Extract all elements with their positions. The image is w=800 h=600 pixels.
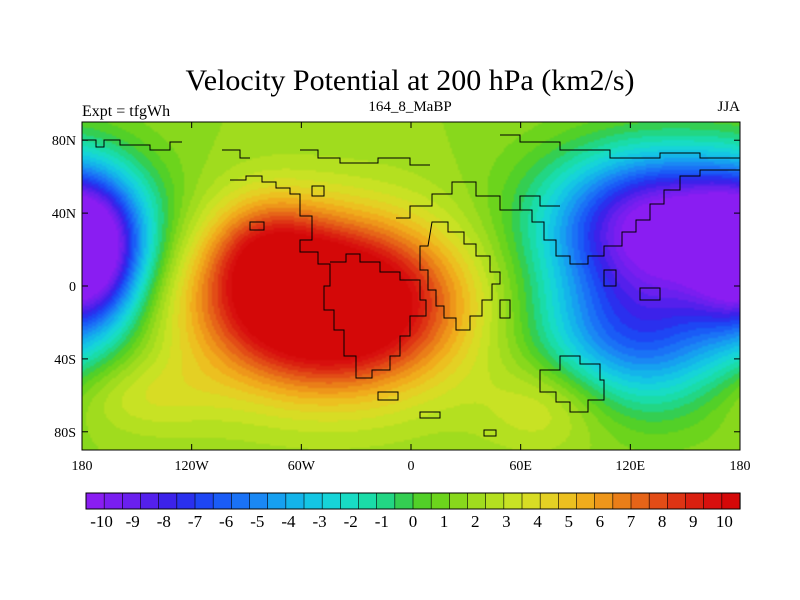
- colorbar-swatch: [85, 492, 105, 510]
- colorbar-label: 5: [564, 512, 573, 531]
- colorbar-label: -3: [312, 512, 326, 531]
- colorbar-label: 6: [596, 512, 605, 531]
- y-tick-label: 0: [69, 280, 76, 295]
- y-axis-ticks: 80N 40N 0 40S 80S: [52, 134, 740, 441]
- colorbar-swatch: [267, 492, 287, 510]
- colorbar-swatch: [467, 492, 487, 510]
- colorbar-swatch: [249, 492, 269, 510]
- colorbar-label: 3: [502, 512, 511, 531]
- y-tick-label: 40S: [54, 353, 76, 368]
- colorbar-label: 7: [627, 512, 636, 531]
- colorbar-swatch: [612, 492, 632, 510]
- colorbar-swatch: [521, 492, 541, 510]
- colorbar-label: -7: [188, 512, 203, 531]
- x-tick-label: 60E: [509, 459, 532, 474]
- y-tick-label: 80S: [54, 426, 76, 441]
- colorbar-swatch: [685, 492, 705, 510]
- colorbar-label: 1: [440, 512, 449, 531]
- colorbar-swatch: [122, 492, 142, 510]
- colorbar-swatch: [303, 492, 323, 510]
- colorbar-swatch: [667, 492, 687, 510]
- colorbar-label: 4: [533, 512, 542, 531]
- colorbar-label: -4: [281, 512, 296, 531]
- colorbar: -10 -9 -8 -7 -6 -5 -4 -3 -2 -1 0 1 2 3 4 5 6 7 8 9 10: [85, 492, 741, 531]
- coastlines: [82, 134, 740, 437]
- colorbar-swatch: [394, 492, 414, 510]
- colorbar-label: -10: [90, 512, 113, 531]
- colorbar-swatch: [340, 492, 360, 510]
- case-label: 164_8_MaBP: [368, 99, 451, 115]
- colorbar-swatch: [630, 492, 650, 510]
- colorbar-swatch: [231, 492, 251, 510]
- colorbar-swatch: [321, 492, 341, 510]
- colorbar-swatch: [485, 492, 505, 510]
- colorbar-label: -2: [344, 512, 358, 531]
- colorbar-swatch: [576, 492, 596, 510]
- colorbar-swatch: [503, 492, 523, 510]
- colorbar-swatch: [648, 492, 668, 510]
- velocity-potential-field: [82, 122, 740, 450]
- colorbar-swatch: [140, 492, 160, 510]
- colorbar-swatch: [430, 492, 450, 510]
- colorbar-label: 10: [716, 512, 733, 531]
- colorbar-swatch: [594, 492, 614, 510]
- colorbar-swatch: [176, 492, 196, 510]
- colorbar-swatch: [158, 492, 178, 510]
- colorbar-label: 8: [658, 512, 667, 531]
- x-tick-label: 0: [408, 459, 415, 474]
- colorbar-frame: [85, 492, 741, 510]
- x-tick-label: 120W: [175, 459, 210, 474]
- x-tick-label: 180: [72, 459, 93, 474]
- colorbar-label: -9: [126, 512, 140, 531]
- map-panel: 180 120W 60W 0 60E 120E 180 80N 40N 0 40S 80S: [52, 121, 751, 474]
- colorbar-swatch: [212, 492, 232, 510]
- colorbar-swatch: [558, 492, 578, 510]
- x-axis-ticks: 180 120W 60W 0 60E 120E 180: [72, 122, 751, 474]
- colorbar-swatch: [285, 492, 305, 510]
- x-tick-label: 60W: [288, 459, 316, 474]
- colorbar-swatch: [721, 492, 741, 510]
- experiment-label: Expt = tfgWh: [82, 103, 170, 120]
- colorbar-swatch: [412, 492, 432, 510]
- colorbar-label: 9: [689, 512, 698, 531]
- colorbar-label: -8: [157, 512, 171, 531]
- colorbar-label: 0: [409, 512, 418, 531]
- y-tick-label: 40N: [52, 207, 76, 222]
- colorbar-label: 2: [471, 512, 480, 531]
- colorbar-label: -5: [250, 512, 264, 531]
- colorbar-swatch: [449, 492, 469, 510]
- colorbar-swatch: [358, 492, 378, 510]
- colorbar-label: -6: [219, 512, 233, 531]
- colorbar-swatch: [194, 492, 214, 510]
- x-tick-label: 180: [730, 459, 751, 474]
- x-tick-label: 120E: [616, 459, 646, 474]
- colorbar-swatch: [703, 492, 723, 510]
- colorbar-label: -1: [375, 512, 389, 531]
- season-label: JJA: [717, 99, 740, 115]
- colorbar-swatch: [539, 492, 559, 510]
- y-tick-label: 80N: [52, 134, 76, 149]
- colorbar-swatch: [376, 492, 396, 510]
- colorbar-swatch: [103, 492, 123, 510]
- chart-title: Velocity Potential at 200 hPa (km2/s): [185, 64, 634, 97]
